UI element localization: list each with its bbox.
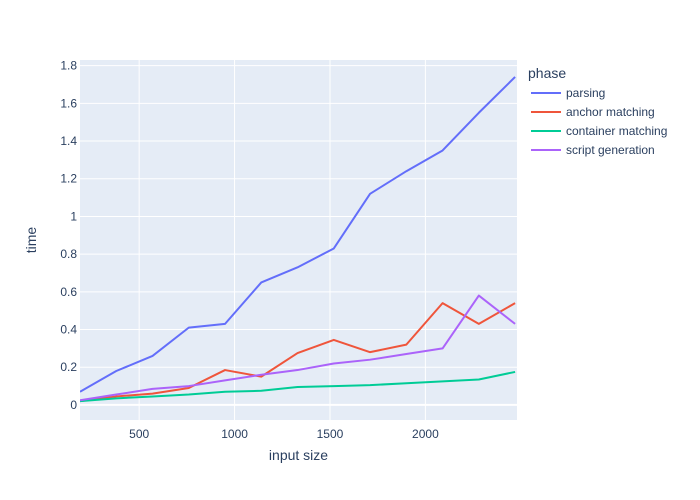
legend[interactable]: phase parsing anchor matching container ma… bbox=[528, 65, 667, 157]
y-tick-label: 1 bbox=[70, 209, 77, 223]
legend-label: container matching bbox=[566, 124, 667, 138]
legend-item-parsing[interactable]: parsing bbox=[531, 86, 605, 100]
y-tick-label: 0 bbox=[70, 398, 77, 412]
x-tick-label: 2000 bbox=[412, 427, 439, 441]
y-tick-label: 0.4 bbox=[60, 323, 77, 337]
legend-item-container-matching[interactable]: container matching bbox=[531, 124, 667, 138]
x-axis-ticks: 500 1000 1500 2000 bbox=[129, 427, 439, 441]
legend-label: anchor matching bbox=[566, 105, 655, 119]
y-axis-ticks: 0 0.2 0.4 0.6 0.8 1 1.2 1.4 1.6 1.8 bbox=[60, 59, 77, 412]
x-tick-label: 500 bbox=[129, 427, 149, 441]
y-tick-label: 1.8 bbox=[60, 59, 77, 73]
plot-area bbox=[80, 60, 517, 420]
x-axis-title: input size bbox=[269, 447, 328, 463]
legend-item-anchor-matching[interactable]: anchor matching bbox=[531, 105, 655, 119]
legend-label: parsing bbox=[566, 86, 605, 100]
series-line-container-matching bbox=[80, 370, 516, 403]
y-axis-title: time bbox=[23, 227, 39, 254]
series-line-anchor-matching bbox=[80, 302, 516, 403]
y-tick-label: 1.6 bbox=[60, 96, 77, 110]
series-lines bbox=[80, 76, 516, 403]
x-tick-label: 1500 bbox=[317, 427, 344, 441]
x-tick-label: 1000 bbox=[221, 427, 248, 441]
y-tick-label: 1.4 bbox=[60, 134, 77, 148]
y-tick-label: 1.2 bbox=[60, 172, 77, 186]
legend-title: phase bbox=[528, 65, 566, 81]
legend-item-script-generation[interactable]: script generation bbox=[531, 143, 655, 157]
series-line-script-generation bbox=[80, 294, 516, 402]
series-line-parsing bbox=[80, 76, 516, 393]
y-tick-label: 0.8 bbox=[60, 247, 77, 261]
legend-label: script generation bbox=[566, 143, 655, 157]
y-tick-label: 0.6 bbox=[60, 285, 77, 299]
grid-lines bbox=[80, 60, 517, 420]
y-tick-label: 0.2 bbox=[60, 360, 77, 374]
